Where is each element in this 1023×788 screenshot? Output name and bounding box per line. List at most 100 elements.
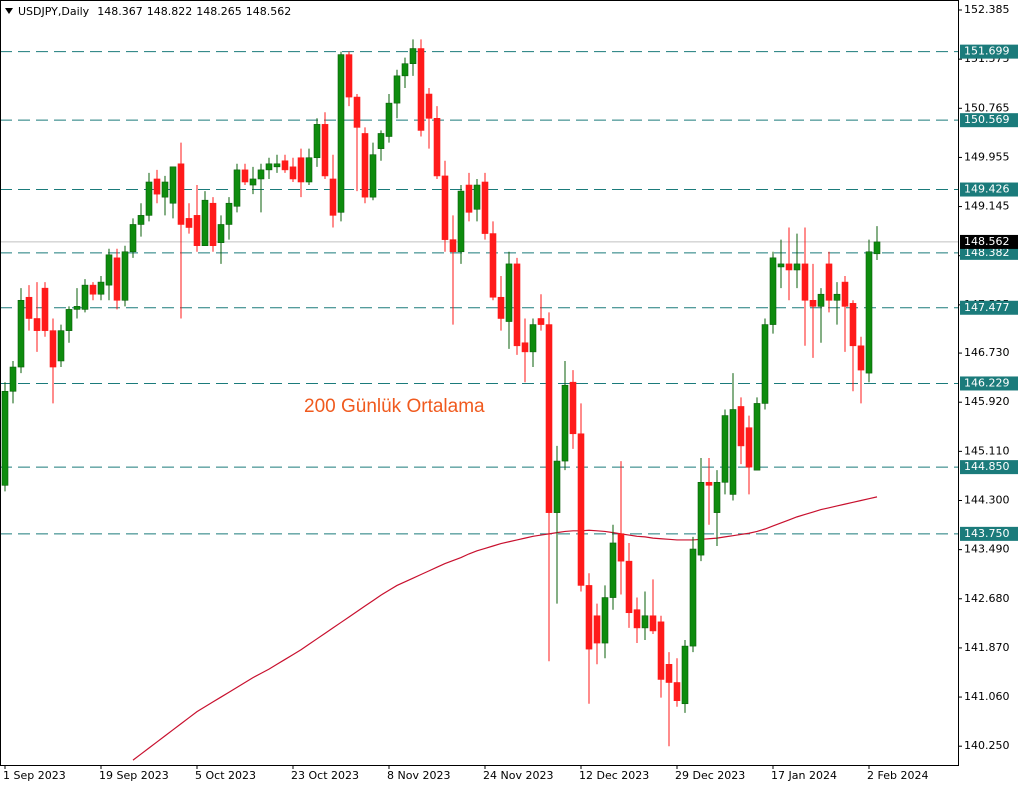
- candle-body: [153, 178, 161, 195]
- level-label: 146.229: [964, 376, 1010, 389]
- candle-body: [417, 48, 425, 131]
- candle-body: [441, 175, 449, 240]
- y-tick-label: 145.920: [964, 395, 1010, 408]
- candle-body: [257, 169, 265, 180]
- candle-body: [41, 287, 49, 331]
- level-label-box: [960, 376, 1018, 391]
- candle-body: [817, 293, 825, 307]
- axes: 152.385151.575150.765149.955149.145148.3…: [3, 3, 1010, 782]
- annotation: 200 Günlük Ortalama: [304, 396, 485, 417]
- candle-body: [833, 293, 841, 301]
- candle-body: [225, 202, 233, 225]
- candle-body: [369, 154, 377, 198]
- candle-body: [273, 163, 281, 168]
- level-label-box: [960, 245, 1018, 260]
- candle-body: [561, 384, 569, 462]
- candle-body: [33, 318, 41, 331]
- candle-body: [697, 481, 705, 556]
- candle-body: [769, 257, 777, 325]
- candle-body: [473, 184, 481, 210]
- level-label: 143.750: [964, 527, 1010, 540]
- level-label: 151.699: [964, 45, 1010, 58]
- candle-body: [73, 306, 81, 310]
- candle-body: [57, 330, 65, 362]
- candle-body: [665, 663, 673, 683]
- candle-body: [137, 215, 145, 225]
- candle-body: [801, 263, 809, 301]
- level-label-box: [960, 182, 1018, 197]
- x-tick-label: 23 Oct 2023: [291, 769, 359, 782]
- level-label-box: [960, 526, 1018, 541]
- y-tick-label: 141.870: [964, 641, 1010, 654]
- candle-body: [865, 251, 873, 374]
- candle-body: [657, 621, 665, 680]
- candle-body: [353, 96, 361, 128]
- candle-body: [577, 433, 585, 586]
- candle-body: [201, 199, 209, 246]
- candle-body: [297, 157, 305, 183]
- candle-body: [337, 54, 345, 213]
- candle-body: [745, 427, 753, 468]
- y-tick-label: 141.060: [964, 690, 1010, 703]
- candle-body: [97, 281, 105, 295]
- header-close: 148.562: [246, 5, 292, 18]
- candle-body: [145, 181, 153, 216]
- candle-body: [161, 181, 169, 198]
- candle-body: [345, 54, 353, 98]
- candle-body: [633, 609, 641, 629]
- last-price-label: 148.562: [964, 235, 1010, 248]
- x-tick-label: 24 Nov 2023: [483, 769, 553, 782]
- candle-body: [481, 181, 489, 234]
- candle-body: [689, 548, 697, 647]
- candle-body: [433, 117, 441, 177]
- candle-body: [673, 682, 681, 701]
- candle-body: [321, 124, 329, 177]
- candle-body: [393, 75, 401, 104]
- last-price-box: [960, 234, 1018, 249]
- candle-body: [177, 163, 185, 225]
- candle-body: [681, 645, 689, 705]
- candle-body: [841, 281, 849, 307]
- candle-body: [873, 241, 881, 255]
- candle-body: [281, 160, 289, 171]
- chart-header: USDJPY,Daily 148.367 148.822 148.265 148.562: [18, 5, 291, 18]
- candle-body: [625, 560, 633, 614]
- candle-body: [593, 615, 601, 644]
- y-tick-label: 142.680: [964, 592, 1010, 605]
- candle-body: [545, 324, 553, 513]
- y-tick-label: 143.490: [964, 543, 1010, 556]
- y-tick-label: 144.300: [964, 493, 1010, 506]
- candle-body: [385, 102, 393, 137]
- y-tick-label: 152.385: [964, 3, 1010, 16]
- candle-body: [457, 190, 465, 253]
- candle-body: [129, 224, 137, 253]
- candle-body: [193, 215, 201, 246]
- candle-body: [209, 202, 217, 246]
- candle-body: [737, 406, 745, 447]
- candle-body: [1, 390, 9, 486]
- candle-body: [713, 481, 721, 513]
- candle-body: [497, 296, 505, 319]
- candle-body: [9, 366, 17, 392]
- candle-body: [305, 157, 313, 183]
- candle-body: [217, 224, 225, 243]
- candle-body: [849, 303, 857, 347]
- candle-body: [585, 585, 593, 650]
- candle-body: [521, 342, 529, 353]
- candle-body: [233, 169, 241, 207]
- candle-body: [777, 263, 785, 268]
- plot-area: [1, 39, 958, 761]
- candle-body: [729, 409, 737, 495]
- y-tick-label: 149.145: [964, 200, 1010, 213]
- moving-average-line: [132, 496, 878, 761]
- level-label: 144.850: [964, 460, 1010, 473]
- candle-body: [641, 615, 649, 629]
- candle-body: [401, 63, 409, 77]
- y-tick-label: 150.765: [964, 101, 1010, 114]
- plot-frame: [0, 0, 959, 766]
- candle-body: [25, 296, 33, 319]
- candle-body: [313, 124, 321, 159]
- candle-body: [49, 330, 57, 368]
- candle-body: [753, 403, 761, 471]
